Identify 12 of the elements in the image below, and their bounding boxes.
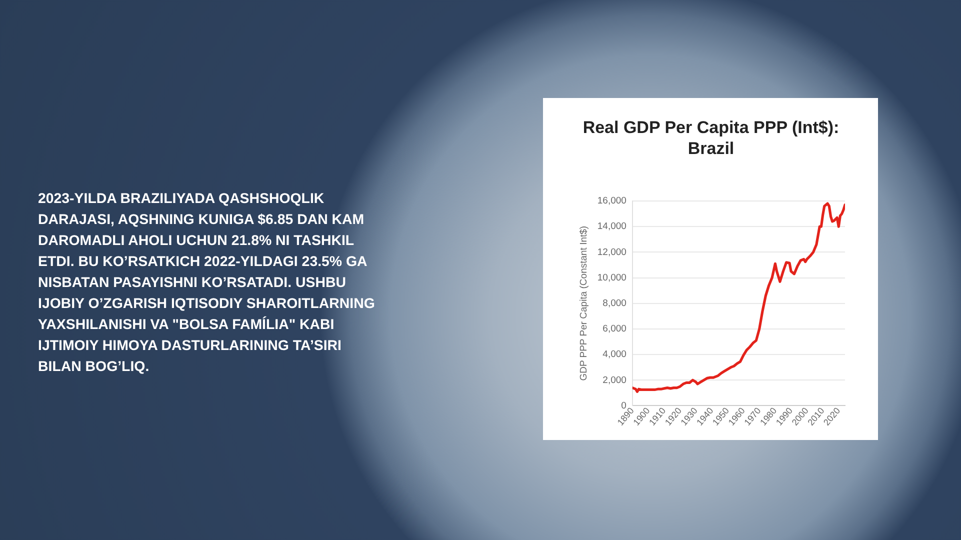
y-tick-label: 8,000 xyxy=(602,298,626,309)
y-tick-label: 4,000 xyxy=(602,349,626,360)
text: 2023-YILDA BRAZILIYADA QASHSHOQLIK DARAJASI, AQSHNING KUNIGA $6.85 DAN KAM DAROMADLI AHOLI UCHUN 21.8% NI TASHKIL ETDI. BU KO’RSATKICH 2022-YILDAGI 23.5% GA NISBATAN PASAYISHNI KO’RSATADI. USHBU IJOBIY O’ZGARISH IQTISODIY SHAROITLARNING YAXSHILANISHI VA "BOLSA FAMÍLIA" KABI IJTIMOIY HIMOYA DASTURLARINING TA’SIRI BILAN BOG’LIQ. xyxy=(38,191,375,375)
y-tick-label: 0 xyxy=(621,400,626,412)
y-tick-label: 12,000 xyxy=(597,246,626,258)
y-axis-title: GDP PPP Per Capita (Constant Int$) xyxy=(578,226,590,381)
y-tick-label: 6,000 xyxy=(602,324,626,335)
y-tick-label: 2,000 xyxy=(602,374,626,386)
y-tick-label: 16,000 xyxy=(597,196,626,207)
y-tick-label: 10,000 xyxy=(597,272,626,284)
chart-title: Real GDP Per Capita PPP (Int$): Brazil xyxy=(582,117,840,159)
y-tick-label: 14,000 xyxy=(597,221,626,232)
